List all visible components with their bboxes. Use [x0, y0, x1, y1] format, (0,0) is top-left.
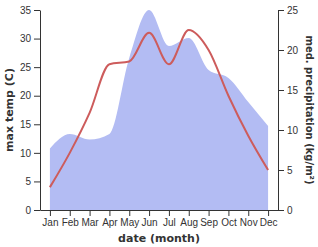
y-axis-tick: 30: [20, 33, 40, 44]
tick-label: Sep: [200, 217, 218, 228]
tick-mark: [34, 10, 40, 11]
y2-axis-line: [278, 11, 279, 211]
tick-label: 25: [287, 5, 299, 16]
tick-mark: [189, 210, 190, 216]
tick-label: Nov: [240, 217, 258, 228]
y2-axis-title: med. precipitation (kg/m²): [304, 35, 315, 184]
x-axis-tick: Apr: [102, 210, 118, 228]
y-axis-line: [40, 11, 41, 211]
tick-label: 35: [20, 5, 32, 16]
tick-mark: [268, 210, 269, 216]
y-axis-tick: 25: [20, 62, 40, 73]
tick-mark: [90, 210, 91, 216]
tick-mark: [34, 124, 40, 125]
tick-mark: [278, 210, 284, 211]
y2-axis-tick: 0: [278, 205, 293, 216]
tick-mark: [278, 130, 284, 131]
tick-label: May: [120, 217, 139, 228]
tick-mark: [278, 170, 284, 171]
tick-label: Apr: [102, 217, 118, 228]
y-axis-tick: 20: [20, 90, 40, 101]
tick-mark: [278, 90, 284, 91]
tick-mark: [34, 96, 40, 97]
tick-mark: [34, 153, 40, 154]
tick-label: 20: [20, 90, 32, 101]
tick-mark: [34, 210, 40, 211]
y-axis-tick: 10: [20, 148, 40, 159]
y2-axis-tick: 15: [278, 85, 299, 96]
tick-label: 10: [287, 125, 299, 136]
x-axis-line: [41, 210, 279, 211]
y2-axis-tick: 10: [278, 125, 299, 136]
tick-label: 5: [287, 165, 293, 176]
tick-label: 25: [20, 62, 32, 73]
x-axis-tick: Nov: [240, 210, 258, 228]
tick-label: Aug: [180, 217, 198, 228]
x-axis-tick: Feb: [62, 210, 80, 228]
x-axis-tick: Jul: [163, 210, 176, 228]
x-axis-tick: Jun: [142, 210, 158, 228]
y2-axis-tick: 25: [278, 5, 299, 16]
tick-label: Dec: [260, 217, 278, 228]
tick-label: Jan: [42, 217, 58, 228]
tick-mark: [209, 210, 210, 216]
tick-mark: [169, 210, 170, 216]
y-axis: 0 5 10 15 20 25 30 35: [20, 5, 41, 216]
tick-mark: [278, 50, 284, 51]
x-axis-tick: Sep: [200, 210, 218, 228]
x-axis-title: date (month): [118, 232, 200, 245]
y2-axis-tick: 5: [278, 165, 293, 176]
tick-label: Feb: [62, 217, 80, 228]
x-axis-tick: May: [120, 210, 139, 228]
tick-mark: [228, 210, 229, 216]
y2-axis-tick: 20: [278, 45, 299, 56]
tick-label: 30: [20, 33, 32, 44]
tick-label: Jun: [142, 217, 158, 228]
tick-mark: [109, 210, 110, 216]
tick-label: 0: [287, 205, 293, 216]
tick-mark: [34, 181, 40, 182]
precipitation-area: [50, 10, 268, 210]
tick-label: Jul: [163, 217, 176, 228]
y2-axis: 0 5 10 15 20 25: [278, 5, 299, 216]
tick-label: Mar: [81, 217, 99, 228]
tick-mark: [149, 210, 150, 216]
tick-label: 15: [287, 85, 299, 96]
tick-label: 15: [20, 119, 32, 130]
x-axis-tick: Jan: [42, 210, 58, 228]
x-axis-tick: Dec: [260, 210, 278, 228]
y-axis-tick: 5: [25, 176, 40, 187]
tick-label: 10: [20, 148, 32, 159]
tick-mark: [278, 10, 284, 11]
x-axis: Jan FebMarAprMayJun Jul AugSepOctNovDec: [41, 210, 279, 228]
y-axis-title: max temp (C): [3, 68, 16, 152]
tick-mark: [50, 210, 51, 216]
tick-mark: [129, 210, 130, 216]
y-axis-tick: 15: [20, 119, 40, 130]
x-axis-tick: Aug: [180, 210, 198, 228]
temperature-line: [50, 30, 268, 187]
tick-label: 20: [287, 45, 299, 56]
tick-label: 0: [25, 205, 31, 216]
y-axis-tick: 35: [20, 5, 40, 16]
chart: Jan FebMarAprMayJun Jul AugSepOctNovDec 0 5 10…: [0, 0, 318, 247]
tick-label: Oct: [221, 217, 237, 228]
tick-mark: [248, 210, 249, 216]
x-axis-tick: Mar: [81, 210, 99, 228]
tick-mark: [34, 39, 40, 40]
x-axis-tick: Oct: [221, 210, 237, 228]
tick-mark: [70, 210, 71, 216]
tick-label: 5: [25, 176, 31, 187]
tick-mark: [34, 67, 40, 68]
plot-area: [50, 10, 268, 210]
y-axis-tick: 0: [25, 205, 40, 216]
